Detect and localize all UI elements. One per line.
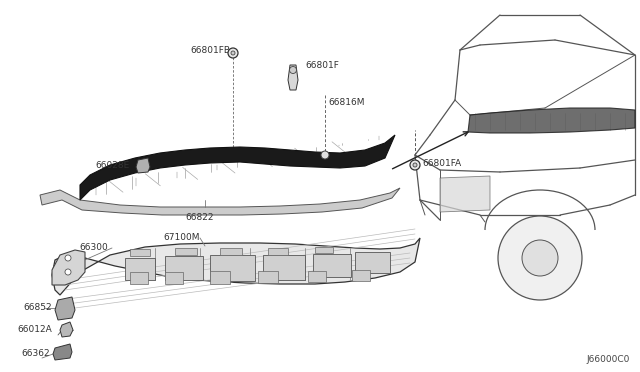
Polygon shape — [258, 271, 278, 283]
Polygon shape — [165, 256, 203, 280]
Text: 66816M: 66816M — [328, 97, 365, 106]
Text: 66822: 66822 — [186, 212, 214, 221]
Text: 67100M: 67100M — [163, 232, 200, 241]
Circle shape — [498, 216, 582, 300]
Polygon shape — [53, 344, 72, 360]
Circle shape — [410, 160, 420, 170]
Polygon shape — [125, 258, 155, 280]
Polygon shape — [55, 297, 75, 320]
Text: 66801F: 66801F — [305, 61, 339, 70]
Polygon shape — [40, 188, 400, 215]
Polygon shape — [468, 108, 635, 133]
Text: 66028E: 66028E — [96, 160, 130, 170]
Polygon shape — [130, 249, 150, 256]
Circle shape — [65, 255, 71, 261]
Polygon shape — [308, 271, 326, 282]
Polygon shape — [210, 255, 255, 281]
Polygon shape — [136, 158, 150, 173]
Text: 66852: 66852 — [24, 302, 52, 311]
Polygon shape — [60, 322, 73, 337]
Polygon shape — [263, 255, 305, 280]
Text: J66000C0: J66000C0 — [587, 355, 630, 364]
Polygon shape — [355, 252, 390, 273]
Circle shape — [413, 163, 417, 167]
Circle shape — [289, 67, 296, 74]
Polygon shape — [52, 250, 85, 285]
Polygon shape — [268, 248, 288, 255]
Circle shape — [231, 51, 235, 55]
Polygon shape — [288, 65, 298, 90]
Text: 66362: 66362 — [21, 349, 50, 357]
Text: 66801FB: 66801FB — [190, 45, 230, 55]
Text: 66300: 66300 — [79, 243, 108, 251]
Circle shape — [228, 48, 238, 58]
Polygon shape — [440, 176, 490, 212]
Polygon shape — [80, 135, 395, 200]
Polygon shape — [210, 271, 230, 284]
Polygon shape — [315, 247, 333, 253]
Polygon shape — [52, 238, 420, 295]
Polygon shape — [165, 272, 183, 284]
Polygon shape — [352, 270, 370, 281]
Circle shape — [65, 269, 71, 275]
Polygon shape — [175, 248, 197, 255]
Text: 66801FA: 66801FA — [422, 158, 461, 167]
Polygon shape — [130, 272, 148, 284]
Text: 66012A: 66012A — [17, 326, 52, 334]
Polygon shape — [220, 248, 242, 255]
Circle shape — [522, 240, 558, 276]
Circle shape — [321, 151, 329, 159]
Polygon shape — [313, 254, 351, 277]
